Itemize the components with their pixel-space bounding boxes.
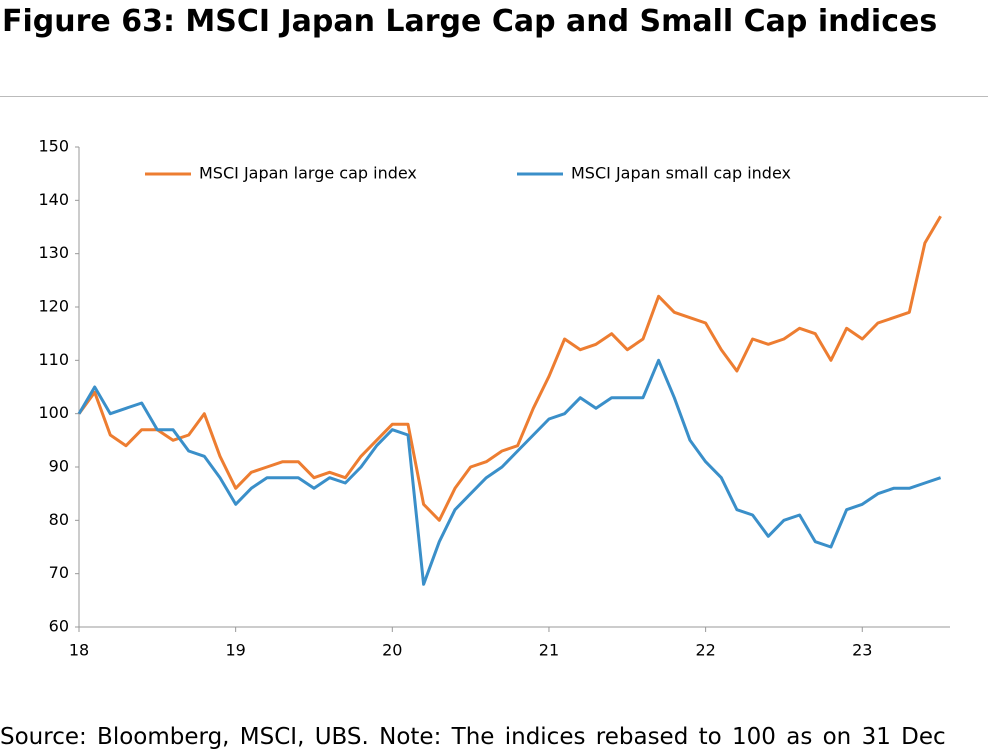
x-tick-label: 22 — [695, 641, 715, 660]
legend-label: MSCI Japan large cap index — [199, 164, 417, 183]
y-tick-label: 70 — [49, 563, 69, 582]
legend-label: MSCI Japan small cap index — [571, 164, 791, 183]
x-tick-label: 18 — [69, 641, 89, 660]
series-line — [77, 215, 942, 522]
y-tick-label: 100 — [38, 403, 69, 422]
series-line — [77, 358, 942, 586]
y-tick-label: 60 — [49, 617, 69, 636]
chart-title: Figure 63: MSCI Japan Large Cap and Smal… — [2, 4, 938, 39]
y-tick-label: 140 — [38, 190, 69, 209]
y-tick-label: 130 — [38, 243, 69, 262]
divider — [0, 96, 988, 97]
x-tick-label: 20 — [382, 641, 402, 660]
x-tick-label: 21 — [539, 641, 559, 660]
chart: 60 70 80 90 100 110 120 130 140 150 18 19 20 21 22 23 MS… — [38, 137, 950, 660]
y-tick-label: 110 — [38, 350, 69, 369]
x-tick-label: 19 — [225, 641, 245, 660]
footnote: Source: Bloomberg, MSCI, UBS. Note: The … — [0, 724, 946, 750]
y-tick-label: 120 — [38, 297, 69, 316]
y-tick-label: 90 — [49, 457, 69, 476]
y-tick-label: 80 — [49, 510, 69, 529]
x-tick-label: 23 — [852, 641, 872, 660]
y-tick-label: 150 — [38, 137, 69, 156]
